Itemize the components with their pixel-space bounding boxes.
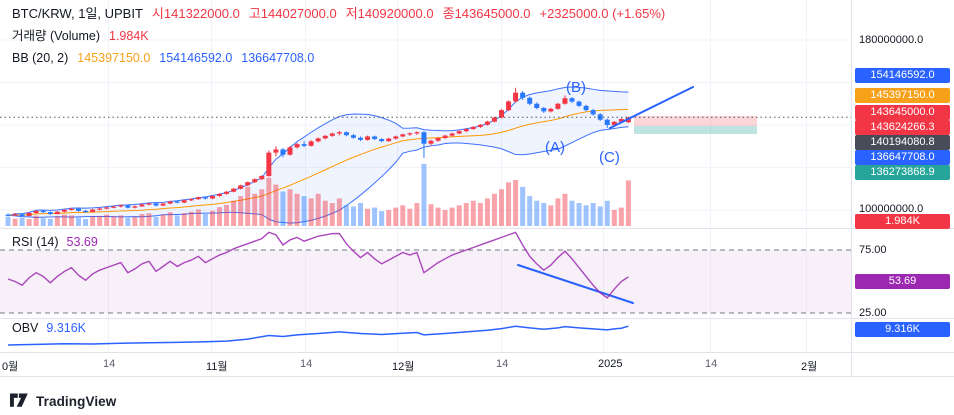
price-scale-axis-label: 180000000.0: [859, 34, 924, 46]
legend-area: BTC/KRW, 1일, UPBIT 시141322000.0 고144027000…: [12, 7, 665, 73]
bb-lower-value: 136647708.0: [241, 51, 315, 65]
bb-legend-row[interactable]: BB (20, 2) 145397150.0 154146592.0 13664770…: [12, 51, 665, 65]
time-axis-label: 14: [300, 358, 313, 370]
price-scale-badge: 136273868.9: [855, 165, 950, 180]
price-scale-badge: 143645000.0: [855, 105, 950, 120]
ohlc-open: 시141322000.0: [151, 6, 240, 21]
rsi-label: RSI (14): [12, 235, 59, 249]
time-axis-label: 14: [496, 358, 509, 370]
obv-label: OBV: [12, 321, 39, 335]
symbol-legend-row[interactable]: BTC/KRW, 1일, UPBIT 시141322000.0 고144027000…: [12, 7, 665, 21]
volume-value: 1.984K: [109, 29, 149, 43]
time-axis-label: 12월: [392, 361, 415, 373]
tradingview-brand-text: TradingView: [36, 394, 117, 409]
wave-annotation[interactable]: (C): [599, 149, 620, 166]
price-scale-badge: 145397150.0: [855, 88, 950, 103]
price-scale-badge: 53.69: [855, 274, 950, 289]
price-scale-badge: 140194080.8: [855, 135, 950, 150]
time-axis-label: 0월: [2, 361, 19, 373]
bb-basis-value: 145397150.0: [77, 51, 151, 65]
time-axis[interactable]: 0월 14 11월 14 12월 14 2025 14 2월: [0, 353, 954, 376]
tradingview-logo-icon: [10, 391, 30, 412]
price-scale-badge: 1.984K: [855, 214, 950, 229]
obv-value: 9.316K: [46, 321, 87, 335]
volume-label: 거래량 (Volume): [12, 29, 100, 43]
wave-annotation[interactable]: (A): [545, 139, 565, 156]
price-scale-badge: 136647708.0: [855, 150, 950, 165]
time-axis-label: 2월: [801, 361, 818, 373]
bb-upper-value: 154146592.0: [159, 51, 233, 65]
time-axis-label: 14: [705, 358, 718, 370]
rsi-value: 53.69: [66, 235, 98, 249]
rsi-legend-row[interactable]: RSI (14) 53.69: [12, 235, 98, 249]
time-axis-label: 14: [103, 358, 116, 370]
price-scale-axis-label: 75.00: [859, 244, 887, 256]
ohlc-low: 저140920000.0: [345, 6, 434, 21]
price-scale-axis-label: 25.00: [859, 307, 887, 319]
change-value: +2325000.0 (+1.65%): [539, 6, 666, 21]
price-scale[interactable]: 180000000.0 154146592.0 145397150.0 1436450…: [853, 0, 954, 376]
tradingview-attribution[interactable]: TradingView: [10, 391, 116, 412]
time-axis-label: 11월: [206, 361, 228, 373]
ohlc-close: 종143645000.0: [442, 6, 531, 21]
bb-label: BB (20, 2): [12, 51, 69, 65]
ohlc-high: 고144027000.0: [248, 6, 337, 21]
symbol-title: BTC/KRW, 1일, UPBIT: [12, 6, 143, 21]
price-scale-axis-label: 100000000.0: [859, 203, 924, 215]
price-scale-badge: 143624266.3: [855, 120, 950, 135]
wave-annotation[interactable]: (B): [566, 79, 586, 96]
obv-legend-row[interactable]: OBV 9.316K: [12, 321, 86, 335]
price-scale-badge: 154146592.0: [855, 68, 950, 83]
volume-legend-row[interactable]: 거래량 (Volume) 1.984K: [12, 29, 665, 43]
time-axis-label: 2025: [598, 358, 623, 370]
price-scale-badge: 9.316K: [855, 322, 950, 337]
